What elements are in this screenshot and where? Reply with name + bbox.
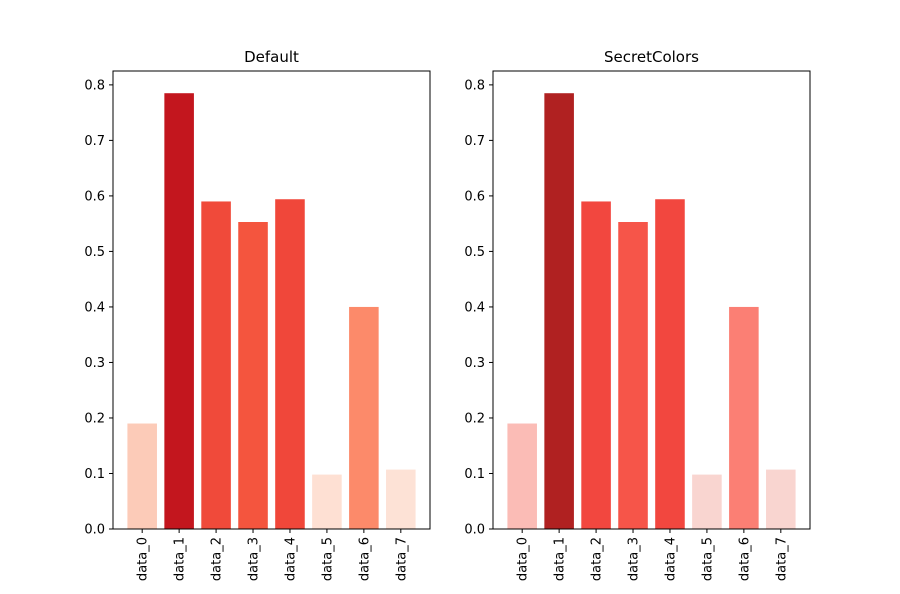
x-tick-label: data_6 <box>357 537 372 581</box>
x-tick-label: data_6 <box>737 537 752 581</box>
bar-data_3 <box>238 222 268 529</box>
bar-data_0 <box>507 423 537 529</box>
bar-data_3 <box>618 222 648 529</box>
x-tick-label: data_4 <box>663 537 678 581</box>
y-tick-label: 0.6 <box>84 189 105 204</box>
x-tick-label: data_1 <box>173 537 188 581</box>
bar-data_6 <box>729 306 759 529</box>
y-tick-label: 0.0 <box>84 523 105 538</box>
chart-panel-default: Default 0.0 0.1 0.2 0.3 0.4 0.5 0.6 0.7 0.8 data_0… <box>84 48 431 581</box>
y-tick-label: 0.1 <box>84 467 105 482</box>
x-tick-label: data_0 <box>136 537 151 581</box>
bar-data_1 <box>164 93 194 530</box>
y-tick-label: 0.2 <box>84 411 105 426</box>
y-tick-label: 0.8 <box>464 78 485 93</box>
y-tick-label: 0.3 <box>464 356 485 371</box>
x-tick-label: data_7 <box>774 537 789 581</box>
x-tick-label: data_3 <box>247 537 262 581</box>
x-tick-label: data_7 <box>394 537 409 581</box>
y-tick-label: 0.7 <box>84 134 105 149</box>
y-tick-label: 0.0 <box>464 523 485 538</box>
x-tick-label: data_1 <box>553 537 568 581</box>
x-tick-label: data_5 <box>320 537 335 581</box>
x-tick-label: data_5 <box>700 537 715 581</box>
axes-frame <box>492 70 811 530</box>
bar-data_5 <box>312 474 342 529</box>
bar-data_5 <box>692 474 722 529</box>
y-tick-label: 0.8 <box>84 78 105 93</box>
chart-title: SecretColors <box>604 48 699 66</box>
bar-data_0 <box>127 423 157 529</box>
bar-data_4 <box>275 199 305 530</box>
bar-data_4 <box>655 199 685 530</box>
y-tick-label: 0.6 <box>464 189 485 204</box>
x-tick-label: data_2 <box>590 537 605 581</box>
x-tick-label: data_0 <box>516 537 531 581</box>
axes-frame <box>112 70 431 530</box>
bar-data_2 <box>201 201 231 529</box>
y-tick-label: 0.5 <box>84 245 105 260</box>
y-tick-label: 0.5 <box>464 245 485 260</box>
y-tick-label: 0.4 <box>464 300 485 315</box>
bar-data_1 <box>544 93 574 530</box>
bar-data_7 <box>386 469 416 529</box>
bar-data_2 <box>581 201 611 529</box>
y-tick-label: 0.7 <box>464 134 485 149</box>
y-tick-label: 0.4 <box>84 300 105 315</box>
bar-data_7 <box>766 469 796 529</box>
x-tick-label: data_3 <box>627 537 642 581</box>
y-tick-label: 0.3 <box>84 356 105 371</box>
chart-panel-secretcolors: SecretColors 0.0 0.1 0.2 0.3 0.4 0.5 0.6 0.7 0.8 d… <box>464 48 811 581</box>
x-tick-label: data_2 <box>210 537 225 581</box>
x-tick-label: data_4 <box>283 537 298 581</box>
y-tick-label: 0.1 <box>464 467 485 482</box>
bar-data_6 <box>349 306 379 529</box>
y-tick-label: 0.2 <box>464 411 485 426</box>
chart-title: Default <box>244 48 299 66</box>
